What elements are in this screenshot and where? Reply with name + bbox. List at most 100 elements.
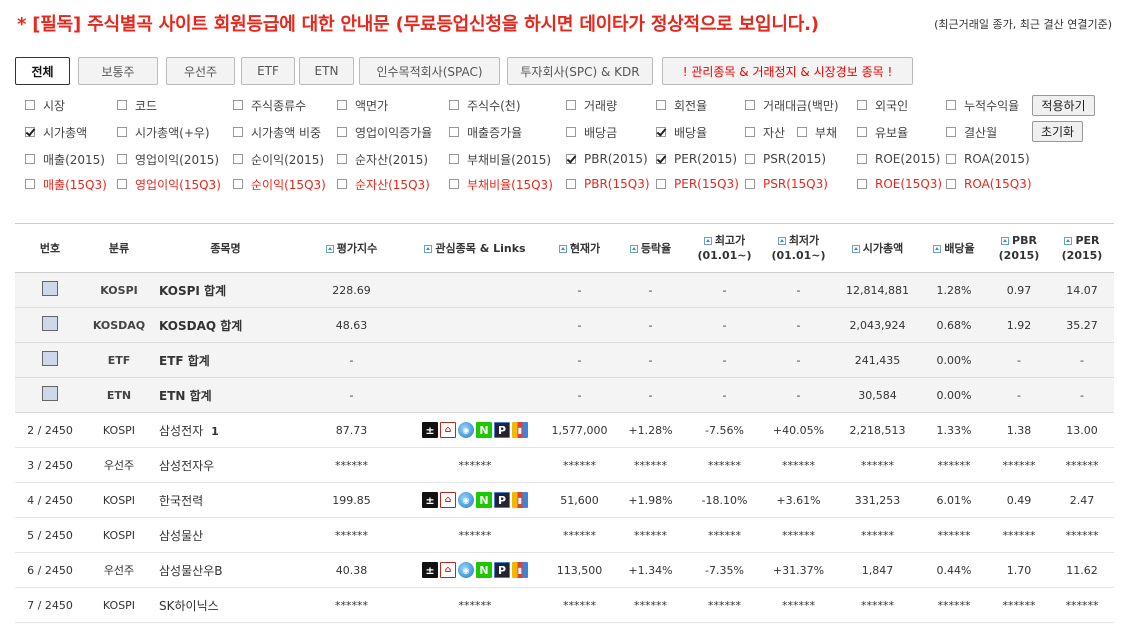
column-header-9[interactable]: 시가총액 bbox=[835, 224, 920, 273]
option-17[interactable]: 자산 bbox=[745, 123, 785, 141]
option-checkbox[interactable] bbox=[337, 154, 347, 164]
option-12[interactable]: 시가총액 비중 bbox=[233, 123, 321, 141]
sort-icon[interactable] bbox=[777, 237, 786, 245]
option-16[interactable]: 배당율 bbox=[656, 123, 707, 141]
option-35[interactable]: 부채비율(15Q3) bbox=[449, 175, 553, 193]
option-31[interactable]: 매출(15Q3) bbox=[25, 175, 107, 193]
option-checkbox[interactable] bbox=[946, 179, 956, 189]
option-38[interactable]: PSR(15Q3) bbox=[745, 175, 828, 193]
option-21[interactable]: 매출(2015) bbox=[25, 150, 105, 168]
option-checkbox[interactable] bbox=[25, 154, 35, 164]
option-39[interactable]: ROE(15Q3) bbox=[857, 175, 942, 193]
option-checkbox[interactable] bbox=[117, 179, 127, 189]
option-checkbox[interactable] bbox=[233, 179, 243, 189]
option-checkbox[interactable] bbox=[117, 127, 127, 137]
option-checkbox[interactable] bbox=[745, 100, 755, 110]
column-header-7[interactable]: 최고가 (01.01~) bbox=[687, 224, 762, 273]
option-15[interactable]: 배당금 bbox=[566, 123, 617, 141]
option-22[interactable]: 영업이익(2015) bbox=[117, 150, 219, 168]
option-checkbox[interactable] bbox=[946, 154, 956, 164]
option-30[interactable]: ROA(2015) bbox=[946, 150, 1030, 168]
tab-7[interactable]: ! 관리종목 & 거래정지 & 시장경보 종목 ! bbox=[662, 57, 913, 85]
option-checkbox[interactable] bbox=[233, 100, 243, 110]
naver-icon[interactable]: N bbox=[476, 422, 492, 438]
tab-2[interactable]: 우선주 bbox=[166, 57, 235, 85]
option-4[interactable]: 주식수(천) bbox=[449, 96, 521, 114]
sigma-icon[interactable] bbox=[42, 316, 58, 331]
option-26[interactable]: PBR(2015) bbox=[566, 150, 648, 168]
option-2[interactable]: 주식종류수 bbox=[233, 96, 306, 114]
globe-icon[interactable]: ◉ bbox=[458, 492, 474, 508]
option-13[interactable]: 영업이익증가율 bbox=[337, 123, 432, 141]
sigma-icon[interactable] bbox=[42, 281, 58, 296]
option-28[interactable]: PSR(2015) bbox=[745, 150, 826, 168]
column-header-11[interactable]: PBR (2015) bbox=[988, 224, 1050, 273]
chart-icon[interactable]: ▮ bbox=[512, 562, 528, 578]
tab-0[interactable]: 전체 bbox=[15, 57, 70, 85]
tab-4[interactable]: ETN bbox=[299, 57, 354, 85]
column-header-10[interactable]: 배당율 bbox=[920, 224, 988, 273]
option-36[interactable]: PBR(15Q3) bbox=[566, 175, 650, 193]
naver-icon[interactable]: N bbox=[476, 562, 492, 578]
option-24[interactable]: 순자산(2015) bbox=[337, 150, 428, 168]
reset-button[interactable]: 초기화 bbox=[1032, 121, 1083, 142]
option-9[interactable]: 누적수익율 bbox=[946, 96, 1019, 114]
option-checkbox[interactable] bbox=[566, 154, 576, 164]
apply-button[interactable]: 적용하기 bbox=[1032, 95, 1095, 116]
option-25[interactable]: 부채비율(2015) bbox=[449, 150, 551, 168]
option-37[interactable]: PER(15Q3) bbox=[656, 175, 739, 193]
option-checkbox[interactable] bbox=[449, 100, 459, 110]
option-checkbox[interactable] bbox=[857, 154, 867, 164]
option-checkbox[interactable] bbox=[233, 154, 243, 164]
option-checkbox[interactable] bbox=[745, 179, 755, 189]
option-checkbox[interactable] bbox=[117, 154, 127, 164]
option-29[interactable]: ROE(2015) bbox=[857, 150, 940, 168]
option-19[interactable]: 유보율 bbox=[857, 123, 908, 141]
option-checkbox[interactable] bbox=[857, 127, 867, 137]
option-27[interactable]: PER(2015) bbox=[656, 150, 737, 168]
stock-name[interactable]: ETF 합계 bbox=[153, 342, 298, 378]
option-checkbox[interactable] bbox=[946, 127, 956, 137]
option-checkbox[interactable] bbox=[656, 154, 666, 164]
option-checkbox[interactable] bbox=[337, 127, 347, 137]
option-6[interactable]: 회전율 bbox=[656, 96, 707, 114]
option-checkbox[interactable] bbox=[745, 154, 755, 164]
sort-icon[interactable] bbox=[1064, 237, 1073, 245]
tab-5[interactable]: 인수목적회사(SPAC) bbox=[359, 57, 500, 85]
add-interest-icon[interactable]: ± bbox=[422, 492, 438, 508]
option-34[interactable]: 순자산(15Q3) bbox=[337, 175, 430, 193]
sort-icon[interactable] bbox=[1001, 237, 1010, 245]
globe-icon[interactable]: ◉ bbox=[458, 562, 474, 578]
option-10[interactable]: 시가총액 bbox=[25, 123, 87, 141]
sort-icon[interactable] bbox=[629, 244, 638, 253]
option-checkbox[interactable] bbox=[117, 100, 127, 110]
option-checkbox[interactable] bbox=[566, 127, 576, 137]
column-header-3[interactable]: 평가지수 bbox=[298, 224, 405, 273]
column-header-6[interactable]: 등락율 bbox=[614, 224, 687, 273]
column-header-4[interactable]: 관심종목 & Links bbox=[405, 224, 545, 273]
option-checkbox[interactable] bbox=[25, 100, 35, 110]
option-checkbox[interactable] bbox=[857, 179, 867, 189]
option-checkbox[interactable] bbox=[745, 127, 755, 137]
sort-icon[interactable] bbox=[558, 244, 567, 253]
option-14[interactable]: 매출증가율 bbox=[449, 123, 522, 141]
paxnet-icon[interactable]: P bbox=[494, 422, 510, 438]
stock-name[interactable]: 한국전력 bbox=[159, 493, 204, 508]
option-checkbox[interactable] bbox=[656, 179, 666, 189]
option-23[interactable]: 순이익(2015) bbox=[233, 150, 324, 168]
stock-name[interactable]: 삼성전자 bbox=[159, 423, 204, 438]
chart-icon[interactable]: ▮ bbox=[512, 422, 528, 438]
stock-name[interactable]: KOSDAQ 합계 bbox=[153, 307, 298, 343]
home-icon[interactable]: ⌂ bbox=[440, 492, 456, 508]
option-checkbox[interactable] bbox=[656, 100, 666, 110]
option-checkbox[interactable] bbox=[449, 127, 459, 137]
option-0[interactable]: 시장 bbox=[25, 96, 65, 114]
option-20[interactable]: 결산월 bbox=[946, 123, 997, 141]
option-32[interactable]: 영업이익(15Q3) bbox=[117, 175, 221, 193]
paxnet-icon[interactable]: P bbox=[494, 562, 510, 578]
sigma-icon[interactable] bbox=[42, 386, 58, 401]
globe-icon[interactable]: ◉ bbox=[458, 422, 474, 438]
option-checkbox[interactable] bbox=[946, 100, 956, 110]
paxnet-icon[interactable]: P bbox=[494, 492, 510, 508]
sort-icon[interactable] bbox=[424, 244, 433, 253]
